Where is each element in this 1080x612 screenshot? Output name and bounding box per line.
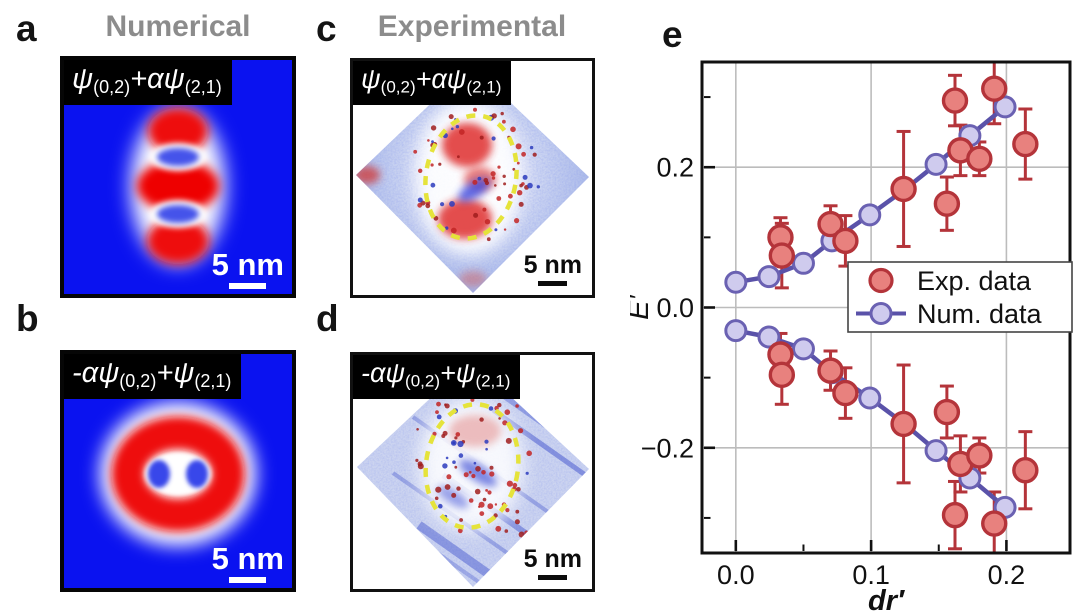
- panel-b-formula: -αψ(0,2)+ψ(2,1): [64, 354, 242, 399]
- exp-data-markers: [767, 75, 1039, 269]
- panel-letter-b: b: [16, 298, 39, 339]
- legend-label: Exp. data: [917, 266, 1032, 296]
- panel-letter-d: d: [316, 298, 339, 339]
- formula-subscript: (0,2): [380, 77, 416, 97]
- x-axis-label: dr′: [868, 585, 905, 612]
- exp-data-markers: [767, 341, 1039, 537]
- panel-c-scalebar: 5 nm: [524, 253, 582, 286]
- axis-ticks: [704, 96, 1008, 551]
- formula-subscript: (2,1): [184, 76, 222, 97]
- panel-b-scalebar: 5 nm: [212, 543, 284, 583]
- formula-subscript: (2,1): [475, 371, 511, 391]
- formula-term: +ψ: [440, 358, 476, 388]
- legend-num-marker: [869, 302, 893, 325]
- formula-term: ψ: [361, 64, 381, 94]
- svg-text:0.2: 0.2: [656, 153, 694, 183]
- svg-text:0.1: 0.1: [852, 560, 890, 590]
- panel-d-scalebar: 5 nm: [524, 547, 582, 580]
- svg-text:−0.2: −0.2: [641, 433, 694, 463]
- panel-letter-c: c: [316, 8, 337, 49]
- legend-label: Num. data: [917, 299, 1043, 329]
- scalebar-line: [538, 281, 568, 286]
- scalebar-line: [229, 283, 267, 289]
- formula-subscript: (2,1): [194, 370, 232, 391]
- scalebar-label: 5 nm: [523, 251, 582, 279]
- svg-text:0.0: 0.0: [717, 560, 755, 590]
- tick-labels: 0.0 0.1 0.2 −0.2 0.0 0.2: [641, 153, 1025, 590]
- formula-term: +αψ: [130, 63, 185, 95]
- formula-term: ψ: [72, 63, 94, 95]
- panel-letter-e: e: [662, 14, 683, 55]
- yellow-dashed-ellipse: [423, 402, 521, 530]
- panel-c-formula: ψ(0,2)+αψ(2,1): [353, 61, 512, 105]
- formula-subscript: (0,2): [119, 370, 157, 391]
- panel-d-formula: -αψ(0,2)+ψ(2,1): [353, 355, 521, 399]
- panel-d-image: -αψ(0,2)+ψ(2,1) 5 nm: [350, 352, 595, 592]
- scalebar-line: [229, 577, 267, 583]
- panel-a-scalebar: 5 nm: [212, 249, 284, 289]
- formula-subscript: (0,2): [405, 371, 441, 391]
- formula-subscript: (2,1): [466, 77, 502, 97]
- legend-exp-marker: [868, 267, 894, 294]
- formula-term: +αψ: [415, 64, 467, 94]
- panel-b-image: -αψ(0,2)+ψ(2,1) 5 nm: [60, 350, 296, 592]
- y-axis-label: E′: [630, 294, 655, 320]
- panel-c-image: ψ(0,2)+αψ(2,1) 5 nm: [350, 58, 595, 298]
- panel-letter-a: a: [16, 8, 37, 49]
- panel-e-chart-area: 0.0 0.1 0.2 −0.2 0.0 0.2 dr′ E′ Exp. data Num. da…: [623, 0, 1080, 612]
- panel-a-image: ψ(0,2)+αψ(2,1) 5 nm: [60, 56, 296, 298]
- formula-term: +ψ: [156, 357, 195, 389]
- column-title-numerical: Numerical: [105, 10, 251, 43]
- panel-a-formula: ψ(0,2)+αψ(2,1): [64, 60, 232, 105]
- scalebar-line: [538, 575, 568, 580]
- formula-subscript: (0,2): [93, 76, 131, 97]
- data-series: [724, 63, 1039, 552]
- num-data-markers: [724, 95, 1017, 294]
- column-title-experimental: Experimental: [377, 10, 567, 43]
- svg-text:0.0: 0.0: [656, 293, 694, 323]
- svg-text:0.2: 0.2: [988, 560, 1026, 590]
- scalebar-label: 5 nm: [211, 541, 284, 576]
- scalebar-label: 5 nm: [211, 247, 284, 282]
- formula-term: -αψ: [72, 357, 120, 389]
- scalebar-label: 5 nm: [523, 545, 582, 573]
- formula-term: -αψ: [361, 358, 406, 388]
